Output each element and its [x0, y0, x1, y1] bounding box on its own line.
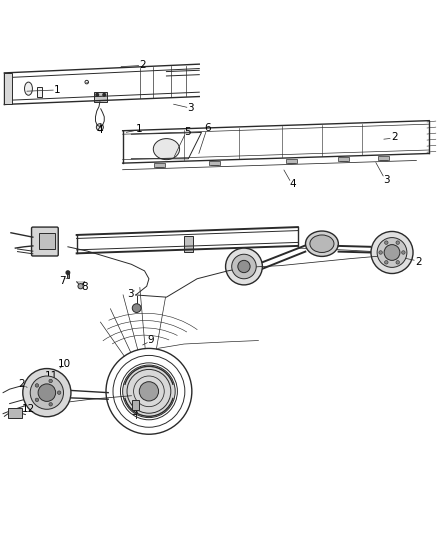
Circle shape — [96, 124, 103, 131]
Circle shape — [402, 251, 405, 254]
Text: 4: 4 — [96, 125, 103, 135]
Bar — [132, 400, 139, 410]
Circle shape — [49, 402, 53, 406]
Text: 3: 3 — [187, 103, 194, 113]
FancyBboxPatch shape — [39, 233, 55, 249]
Text: 2: 2 — [391, 132, 398, 142]
Ellipse shape — [305, 231, 338, 256]
Text: 2: 2 — [139, 60, 146, 70]
Bar — [37, 87, 42, 96]
FancyBboxPatch shape — [8, 408, 22, 418]
Circle shape — [123, 365, 175, 418]
Text: 7: 7 — [59, 276, 66, 286]
FancyBboxPatch shape — [32, 227, 58, 256]
Text: 1: 1 — [53, 85, 60, 94]
Bar — [338, 157, 349, 161]
Text: 8: 8 — [81, 281, 88, 292]
Circle shape — [385, 261, 388, 264]
Text: 11: 11 — [45, 371, 58, 381]
Circle shape — [371, 231, 413, 273]
Circle shape — [35, 398, 39, 401]
Circle shape — [238, 260, 250, 273]
Circle shape — [35, 384, 39, 387]
Circle shape — [49, 379, 53, 383]
Circle shape — [396, 261, 399, 264]
Circle shape — [23, 368, 71, 417]
Circle shape — [139, 382, 159, 401]
Circle shape — [38, 384, 56, 401]
Circle shape — [30, 376, 64, 409]
Bar — [378, 156, 389, 160]
Bar — [67, 273, 69, 278]
Circle shape — [226, 248, 262, 285]
Bar — [154, 163, 165, 167]
Circle shape — [379, 251, 382, 254]
Text: 3: 3 — [383, 175, 390, 185]
Bar — [209, 161, 220, 166]
Circle shape — [78, 284, 83, 289]
Circle shape — [96, 93, 99, 96]
Ellipse shape — [310, 235, 334, 253]
Circle shape — [66, 271, 70, 274]
FancyBboxPatch shape — [94, 92, 107, 102]
Text: 2: 2 — [415, 257, 422, 267]
Circle shape — [385, 241, 388, 244]
Bar — [184, 236, 193, 252]
Circle shape — [132, 304, 141, 312]
Text: 3: 3 — [127, 289, 134, 299]
Bar — [4, 73, 12, 104]
Ellipse shape — [153, 139, 180, 159]
Text: 1: 1 — [136, 124, 143, 134]
Text: 3: 3 — [131, 407, 138, 417]
Text: 2: 2 — [18, 379, 25, 389]
Circle shape — [377, 238, 407, 268]
Text: 5: 5 — [184, 127, 191, 136]
Text: 10: 10 — [58, 359, 71, 369]
Circle shape — [396, 241, 399, 244]
Circle shape — [57, 391, 61, 394]
Circle shape — [232, 254, 256, 279]
Circle shape — [384, 245, 400, 260]
Text: 6: 6 — [205, 123, 212, 133]
Text: 4: 4 — [289, 179, 296, 189]
Bar — [286, 159, 297, 163]
Text: 12: 12 — [22, 404, 35, 414]
Ellipse shape — [25, 82, 32, 95]
Text: 9: 9 — [148, 335, 155, 345]
Circle shape — [103, 93, 106, 96]
